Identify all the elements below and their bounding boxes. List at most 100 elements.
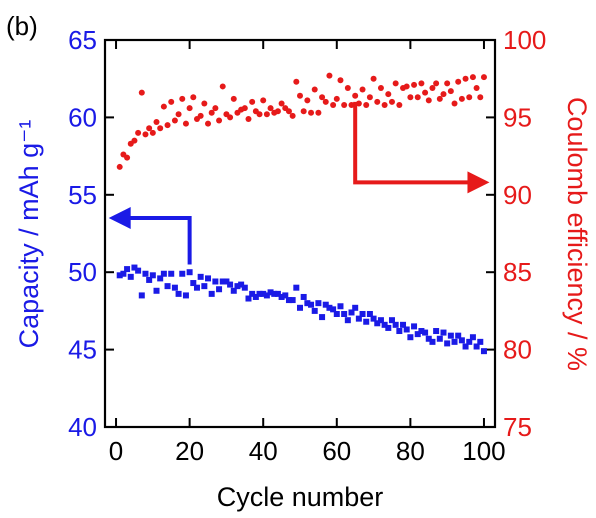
efficiency-point — [458, 95, 465, 102]
left-tick-label: 50 — [68, 257, 97, 287]
left-axis-arrow-head — [108, 207, 131, 230]
efficiency-point — [308, 109, 315, 116]
x-tick-label: 80 — [396, 436, 425, 466]
efficiency-point — [179, 95, 186, 102]
efficiency-point — [436, 95, 443, 102]
left-tick-label: 65 — [68, 25, 97, 55]
capacity-point — [278, 293, 285, 300]
efficiency-point — [418, 80, 425, 87]
efficiency-series — [116, 72, 487, 170]
capacity-point — [153, 287, 160, 294]
capacity-point — [227, 281, 234, 288]
efficiency-point — [216, 117, 223, 124]
efficiency-point — [455, 78, 462, 85]
efficiency-point — [149, 129, 156, 136]
efficiency-point — [249, 98, 256, 105]
efficiency-point — [392, 80, 399, 87]
efficiency-point — [348, 102, 355, 109]
capacity-point — [308, 301, 315, 308]
capacity-point — [333, 310, 340, 317]
capacity-point — [304, 300, 311, 307]
efficiency-point — [124, 154, 131, 161]
efficiency-point — [278, 100, 285, 107]
capacity-point — [124, 266, 131, 273]
efficiency-point — [171, 117, 178, 124]
capacity-point — [171, 284, 178, 291]
capacity-point — [135, 267, 142, 274]
efficiency-point — [469, 74, 476, 81]
capacity-point — [223, 278, 230, 285]
capacity-point — [473, 343, 480, 350]
capacity-point — [186, 269, 193, 276]
efficiency-point — [366, 94, 373, 101]
capacity-point — [447, 332, 454, 339]
efficiency-point — [293, 78, 300, 85]
capacity-point — [451, 338, 458, 345]
efficiency-point — [333, 95, 340, 102]
efficiency-point — [160, 103, 167, 110]
efficiency-point — [153, 119, 160, 126]
efficiency-point — [201, 100, 208, 107]
efficiency-point — [263, 111, 270, 118]
efficiency-point — [322, 98, 329, 105]
capacity-point — [230, 287, 237, 294]
capacity-point — [127, 273, 134, 280]
efficiency-point — [337, 77, 344, 84]
capacity-point — [458, 337, 465, 344]
capacity-point — [146, 276, 153, 283]
panel-label: (b) — [6, 11, 38, 41]
right-axis-title: Coulomb efficiency / % — [562, 97, 592, 371]
capacity-point — [297, 304, 303, 311]
efficiency-point — [352, 92, 359, 99]
efficiency-point — [326, 72, 333, 79]
capacity-point — [160, 270, 167, 277]
capacity-point — [157, 275, 164, 282]
capacity-point — [330, 306, 337, 313]
efficiency-point — [466, 94, 473, 101]
efficiency-point — [414, 94, 421, 101]
efficiency-point — [245, 115, 252, 122]
capacity-point — [260, 290, 267, 297]
capacity-point — [285, 297, 292, 304]
x-tick-label: 20 — [175, 436, 204, 466]
capacity-point — [352, 304, 359, 311]
efficiency-point — [190, 94, 197, 101]
efficiency-point — [227, 114, 234, 121]
efficiency-point — [197, 112, 204, 119]
capacity-point — [319, 314, 326, 321]
capacity-point — [216, 286, 223, 293]
capacity-point — [149, 272, 156, 279]
capacity-point — [182, 292, 189, 299]
efficiency-point — [304, 97, 311, 104]
efficiency-point — [385, 91, 392, 98]
efficiency-point — [205, 120, 212, 127]
left-tick-label: 55 — [68, 180, 97, 210]
capacity-point — [197, 273, 204, 280]
capacity-point — [164, 283, 171, 290]
capacity-point — [411, 323, 418, 330]
capacity-point — [469, 334, 476, 341]
capacity-point — [359, 310, 366, 317]
capacity-point — [241, 284, 248, 291]
efficiency-point — [370, 75, 377, 82]
capacity-point — [116, 272, 123, 279]
capacity-point — [131, 264, 138, 271]
capacity-point — [377, 317, 384, 324]
capacity-point — [436, 335, 443, 342]
efficiency-point — [164, 122, 171, 129]
x-tick-label: 0 — [109, 436, 123, 466]
capacity-point — [407, 334, 414, 341]
efficiency-point — [451, 100, 458, 107]
capacity-point — [293, 284, 300, 291]
annotation-arrows — [108, 101, 490, 265]
capacity-point — [322, 301, 329, 308]
efficiency-point — [175, 111, 182, 118]
capacity-point — [480, 348, 487, 355]
efficiency-point — [230, 95, 237, 102]
efficiency-point — [208, 109, 215, 116]
capacity-series — [116, 264, 487, 355]
capacity-point — [179, 270, 186, 277]
efficiency-point — [388, 98, 395, 105]
capacity-point — [363, 318, 370, 325]
efficiency-point — [315, 109, 322, 116]
